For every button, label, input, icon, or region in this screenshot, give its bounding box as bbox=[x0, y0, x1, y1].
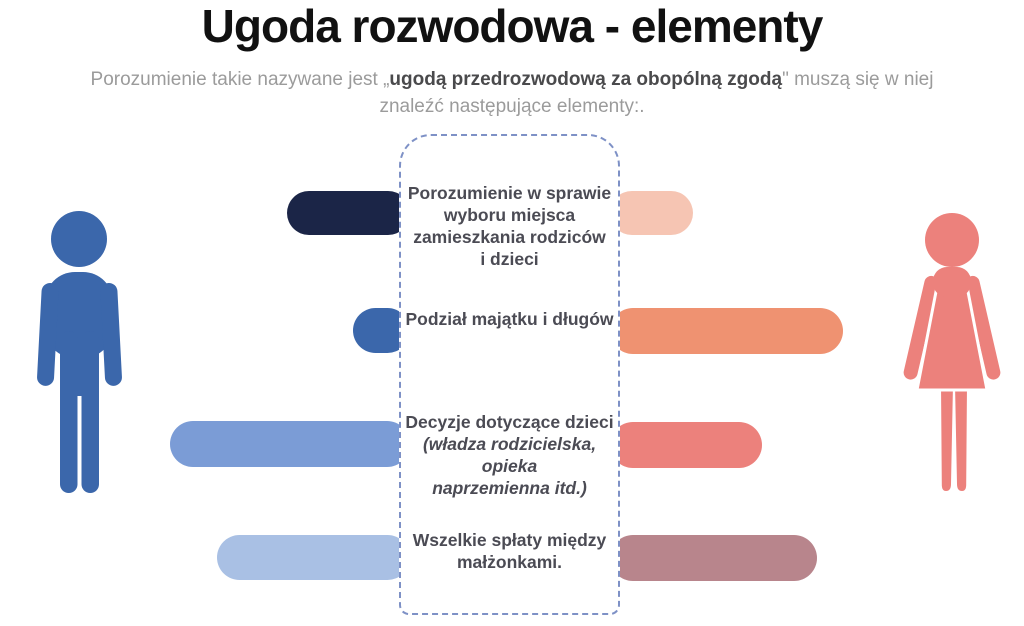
subtitle-suffix: " muszą się w niej znaleźć następujące e… bbox=[379, 69, 934, 117]
row-label-4: Wszelkie spłaty między małżonkami. bbox=[412, 530, 607, 572]
row-label-1: Porozumienie w sprawie wyboru miejsca za… bbox=[407, 183, 612, 269]
bar-right-4 bbox=[610, 535, 817, 581]
bar-right-3 bbox=[610, 422, 762, 468]
elements-panel bbox=[399, 134, 620, 615]
man-icon bbox=[37, 211, 122, 493]
bar-right-2 bbox=[610, 308, 843, 354]
subtitle-quote: ugodą przedrozwodową za obopólną zgodą bbox=[389, 69, 783, 90]
subtitle-prefix: Porozumienie takie nazywane jest „ bbox=[90, 69, 390, 90]
bar-left-4 bbox=[217, 535, 410, 580]
row-label-3: Decyzje dotyczące dzieci (władza rodzicie… bbox=[399, 411, 620, 499]
bar-right-1 bbox=[610, 191, 693, 235]
page-subtitle: Porozumienie takie nazywane jest „ugodą … bbox=[72, 66, 952, 120]
row-label-2: Podział majątku i długów bbox=[405, 309, 614, 329]
bar-left-3 bbox=[170, 421, 410, 467]
row-label-3-note: (władza rodzicielska, opieka naprzemienn… bbox=[422, 434, 597, 498]
page-title: Ugoda rozwodowa - elementy bbox=[201, 0, 824, 52]
row-label-3-main: Decyzje dotyczące dzieci bbox=[405, 412, 614, 432]
woman-icon bbox=[903, 213, 1001, 491]
bar-left-1 bbox=[287, 191, 410, 235]
